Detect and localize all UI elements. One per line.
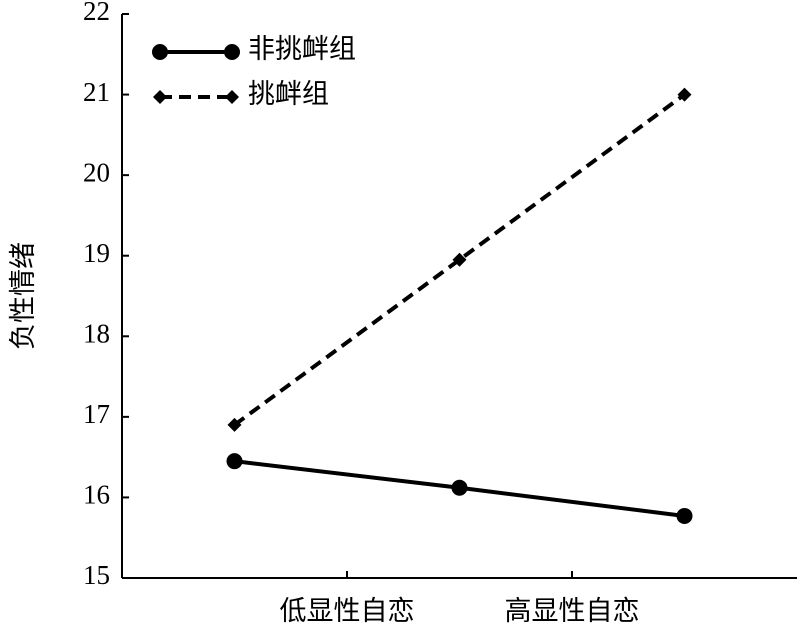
x-tick-label: 低显性自恋 bbox=[280, 596, 415, 626]
y-tick-label: 22 bbox=[83, 0, 110, 26]
y-tick-label: 16 bbox=[83, 480, 110, 510]
marker bbox=[677, 87, 692, 102]
y-tick-label: 15 bbox=[83, 560, 110, 590]
series-line bbox=[233, 92, 686, 427]
y-tick-label: 18 bbox=[83, 318, 110, 348]
marker bbox=[225, 90, 239, 104]
y-tick-label: 19 bbox=[83, 238, 110, 268]
marker bbox=[152, 44, 168, 60]
marker bbox=[451, 479, 468, 496]
legend-label: 挑衅组 bbox=[248, 79, 329, 109]
marker bbox=[153, 90, 167, 104]
y-axis-label: 负性情绪 bbox=[8, 242, 38, 350]
legend-label: 非挑衅组 bbox=[248, 34, 356, 64]
marker bbox=[452, 252, 467, 267]
marker bbox=[224, 44, 240, 60]
marker bbox=[676, 507, 693, 524]
y-tick-label: 17 bbox=[83, 399, 110, 429]
y-tick-label: 20 bbox=[83, 157, 110, 187]
marker bbox=[227, 417, 242, 432]
x-tick-label: 高显性自恋 bbox=[505, 596, 640, 626]
y-tick-label: 21 bbox=[83, 77, 110, 107]
marker bbox=[226, 453, 243, 470]
